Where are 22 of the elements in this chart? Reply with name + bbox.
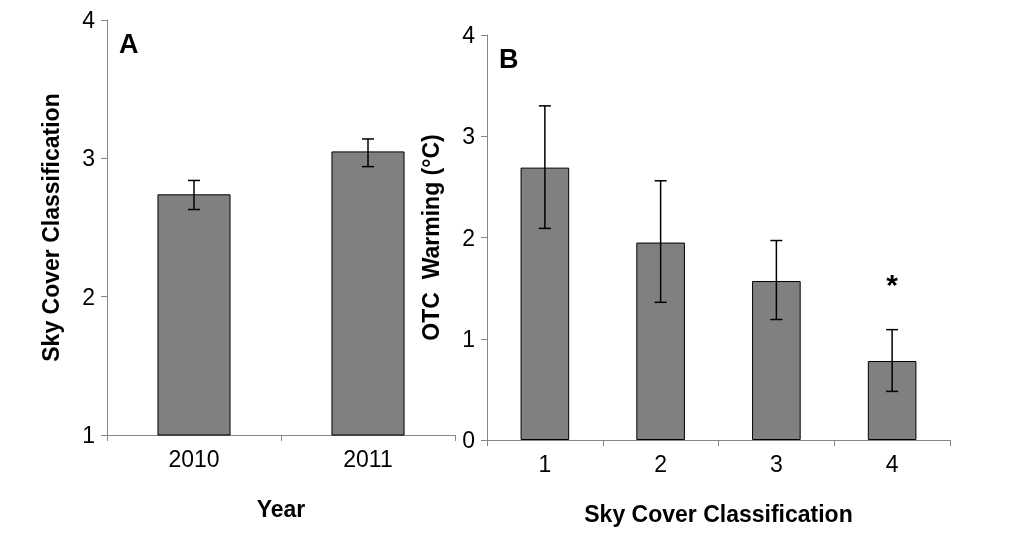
x-tick-label: 4 bbox=[885, 450, 899, 477]
y-axis-title: Sky Cover Classification bbox=[37, 93, 64, 362]
x-tick-label: 2010 bbox=[168, 445, 220, 472]
y-tick-label: 4 bbox=[82, 7, 96, 33]
annotation: B bbox=[499, 43, 519, 74]
y-tick-label: 4 bbox=[462, 22, 476, 48]
x-tick-label: 2 bbox=[654, 450, 668, 477]
x-tick-label: 2011 bbox=[343, 445, 393, 472]
y-axis-title: OTC Warming (°C) bbox=[417, 134, 444, 341]
x-tick-label: 3 bbox=[769, 450, 783, 477]
y-tick-label: 3 bbox=[462, 123, 475, 150]
y-tick-label: 1 bbox=[462, 325, 475, 352]
x-tick-label: 1 bbox=[538, 450, 552, 477]
y-tick-label: 3 bbox=[82, 145, 95, 172]
y-tick-label: 2 bbox=[462, 224, 475, 251]
y-tick-label: 1 bbox=[82, 422, 95, 448]
annotation: A bbox=[119, 28, 139, 59]
annotation: * bbox=[886, 268, 899, 302]
x-axis-title: Sky Cover Classification bbox=[584, 500, 853, 527]
x-axis-title: Year bbox=[256, 495, 306, 522]
y-tick-label: 0 bbox=[462, 427, 475, 453]
y-tick-label: 2 bbox=[82, 283, 95, 310]
